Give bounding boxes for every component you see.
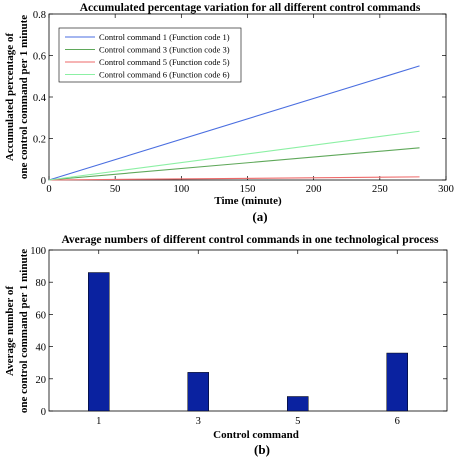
series-line-4 xyxy=(48,130,420,181)
bar-chart-bars xyxy=(88,272,408,412)
y-tick-label: 100 xyxy=(30,246,46,257)
bar-chart-ylabel-line2: one control command per 1 minute xyxy=(18,249,30,413)
y-tick-label: 0.4 xyxy=(33,93,47,104)
y-tick-label: 0.8 xyxy=(33,10,46,21)
x-tick-label: 1 xyxy=(96,416,101,427)
bar-chart-xlabel: Control command xyxy=(213,429,299,441)
line-chart-legend: Control command 1 (Function code 1) Contr… xyxy=(58,27,242,83)
x-tick-label: 250 xyxy=(372,184,388,195)
y-tick-label: 60 xyxy=(36,310,47,321)
x-tick-label: 200 xyxy=(306,184,322,195)
x-tick-label: 100 xyxy=(173,184,189,195)
series-line-1 xyxy=(48,65,420,181)
bar-command-3 xyxy=(187,372,209,412)
bar-chart-ylabel-line1: Average number of xyxy=(4,286,16,376)
x-tick-label: 5 xyxy=(295,416,300,427)
line-chart: Accumulated percentage variation for all… xyxy=(4,2,454,224)
y-tick-label: 40 xyxy=(36,343,47,354)
x-tick-label: 150 xyxy=(240,184,256,195)
y-tick-label: 0.2 xyxy=(33,135,46,146)
x-tick-label: 6 xyxy=(395,416,400,427)
line-chart-xlabel: Time (minute) xyxy=(214,195,282,207)
bar-command-5 xyxy=(287,396,309,412)
line-chart-ylabel-line2: one control command per 1 minute xyxy=(18,15,30,179)
y-tick-label: 0.6 xyxy=(33,52,46,63)
legend-label-3: Control command 5 (Function code 5) xyxy=(99,57,230,67)
series-line-2 xyxy=(48,147,420,181)
y-tick-label: 20 xyxy=(36,375,47,386)
x-tick-label: 300 xyxy=(438,184,454,195)
bar-chart: Average numbers of different control com… xyxy=(4,234,448,457)
line-chart-ticks: 0 50 100 150 200 250 300 0 0.2 0.4 0.6 0.8 xyxy=(33,10,454,195)
x-tick-label: 0 xyxy=(46,184,51,195)
bar-plot-area xyxy=(48,249,448,412)
x-tick-label: 50 xyxy=(110,184,121,195)
legend-label-2: Control command 3 (Function code 3) xyxy=(99,45,230,55)
y-tick-label: 0 xyxy=(41,407,46,418)
panel-label-a: (a) xyxy=(252,209,267,224)
y-tick-label: 80 xyxy=(36,278,47,289)
line-chart-series xyxy=(48,65,420,181)
series-line-3 xyxy=(48,176,420,181)
y-tick-label: 0 xyxy=(41,176,46,187)
bar-command-6 xyxy=(386,352,408,412)
bar-chart-title: Average numbers of different control com… xyxy=(61,234,439,246)
legend-label-4: Control command 6 (Function code 6) xyxy=(99,70,230,80)
line-chart-ylabel-line1: Accumulated percentage of xyxy=(4,33,16,161)
panel-label-b: (b) xyxy=(254,442,270,457)
legend-label-1: Control command 1 (Function code 1) xyxy=(99,32,230,42)
x-tick-label: 3 xyxy=(196,416,201,427)
line-chart-title: Accumulated percentage variation for all… xyxy=(80,2,421,14)
bar-command-1 xyxy=(88,272,110,412)
